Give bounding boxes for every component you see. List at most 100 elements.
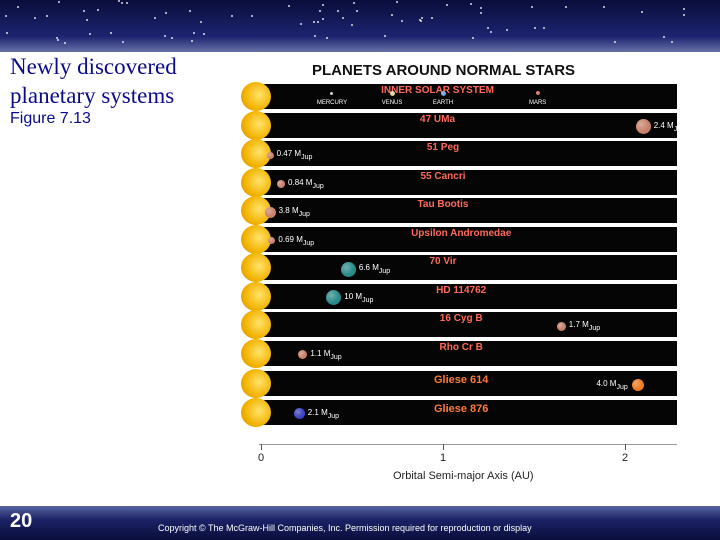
star-dot [663, 36, 665, 38]
system-row: 70 Vir 6.6 MJup [241, 253, 677, 282]
star-dot [683, 14, 685, 16]
planet-mass-label: 2.1 MJup [308, 408, 339, 420]
mass-unit: Jup [362, 296, 374, 304]
system-row: Gliese 876 2.1 MJup [241, 397, 677, 427]
mass-value: 1.7 M [568, 320, 589, 329]
mass-value: 6.6 M [358, 263, 379, 272]
planet-marker [293, 408, 305, 419]
star-dot [446, 4, 448, 6]
star-dot [118, 0, 120, 2]
star-sun-icon [241, 224, 271, 254]
star-dot [317, 21, 319, 23]
axis-tick-label: 2 [621, 452, 629, 464]
star-sun-icon [241, 310, 271, 339]
star-dot [420, 20, 422, 22]
planet-mass-label: 10 MJup [344, 292, 373, 304]
star-dot [121, 2, 123, 4]
system-row: 51 Peg 0.47 MJup [241, 139, 677, 168]
star-sun-icon [241, 369, 271, 398]
copyright-notice: Copyright © The McGraw-Hill Companies, I… [158, 523, 532, 533]
star-dot [83, 10, 85, 12]
star-dot [534, 27, 536, 29]
mass-unit: Jup [302, 239, 315, 247]
planet-mass-label: 1.7 MJup [569, 320, 600, 332]
system-name: Gliese 614 [433, 374, 489, 386]
star-dot [251, 15, 253, 17]
axis-tick [261, 444, 262, 450]
star-dot [401, 20, 403, 22]
star-dot [337, 10, 339, 12]
system-name: 47 UMa [420, 113, 456, 125]
axis-title: Orbital Semi-major Axis (AU) [393, 470, 534, 482]
star-dot [487, 27, 489, 29]
star-dot [46, 15, 48, 17]
star-dot [110, 32, 112, 34]
planet-marker [298, 350, 308, 359]
star-dot [57, 39, 59, 41]
axis-tick [443, 444, 444, 450]
mass-unit: Jup [312, 182, 324, 190]
star-dot [614, 41, 616, 43]
slide-number: 20 [10, 510, 33, 532]
au-axis: Orbital Semi-major Axis (AU) 0 1 2 [255, 444, 677, 490]
star-sun-icon [241, 253, 271, 282]
axis-line [259, 444, 677, 445]
planet-marker [268, 237, 276, 244]
planet-marker [631, 379, 644, 391]
mass-unit: Jup [588, 325, 601, 332]
mass-unit: Jup [298, 211, 310, 218]
planet-mass-label: 0.47 MJup [277, 149, 313, 161]
figure-title: PLANETS AROUND NORMAL STARS [312, 62, 576, 79]
mass-unit: Jup [378, 268, 391, 275]
mass-unit: Jup [616, 384, 628, 391]
star-dot [300, 23, 302, 25]
system-row: 55 Cancri 0.84 MJup [241, 167, 677, 197]
planet-mass-label: 3.8 MJup [279, 206, 310, 218]
axis-tick-label: 0 [257, 452, 265, 464]
star-dot [506, 29, 508, 31]
system-row: INNER SOLAR SYSTEM MERCURY VENUS EARTH MARS [241, 82, 677, 111]
star-dot [122, 41, 124, 43]
planet-mass-label: 1.1 MJup [310, 349, 341, 361]
planet-marker [389, 90, 395, 96]
mass-value: 2.1 M [307, 407, 328, 417]
mass-value: 10 M [344, 291, 363, 301]
star-dot [64, 42, 66, 44]
system-name: Tau Bootis [417, 199, 469, 210]
star-dot [356, 10, 358, 12]
star-dot [154, 17, 156, 19]
inner-planet-label: EARTH [432, 100, 454, 106]
mass-unit: Jup [301, 154, 313, 161]
system-name: 70 Vir [429, 256, 457, 267]
star-dot [421, 17, 423, 19]
mass-value: 1.1 M [310, 348, 331, 358]
star-sun-icon [241, 338, 271, 368]
star-dot [480, 7, 482, 9]
star-dot [193, 32, 195, 34]
star-dot [191, 40, 193, 42]
planet-mass-label: 4.0 MJup [596, 379, 627, 391]
mass-value: 0.84 M [288, 177, 313, 187]
mass-value: 3.8 M [278, 206, 299, 215]
planet-marker [556, 321, 566, 331]
star-dot [480, 12, 482, 14]
system-name: Upsilon Andromedae [411, 227, 512, 239]
star-dot [543, 27, 545, 29]
star-dot [200, 21, 202, 23]
planet-marker [330, 91, 334, 95]
system-row: Upsilon Andromedae 0.69 MJup [241, 224, 677, 254]
system-name: Gliese 876 [433, 402, 489, 415]
system-name: Rho Cr B [439, 341, 483, 353]
footer-band [0, 506, 720, 540]
star-dot [58, 1, 60, 3]
planet-mass-label: 0.84 MJup [288, 178, 324, 190]
star-dot [531, 6, 533, 8]
system-row: 16 Cyg B 1.7 MJup [241, 310, 677, 339]
system-row: 47 UMa 2.4 MJup [241, 110, 685, 140]
inner-planet-label: MARS [528, 100, 547, 106]
planet-marker [326, 290, 342, 305]
mass-unit: Jup [330, 353, 342, 361]
star-sun-icon [241, 110, 271, 140]
star-dot [171, 37, 173, 39]
planet-marker [635, 119, 651, 134]
